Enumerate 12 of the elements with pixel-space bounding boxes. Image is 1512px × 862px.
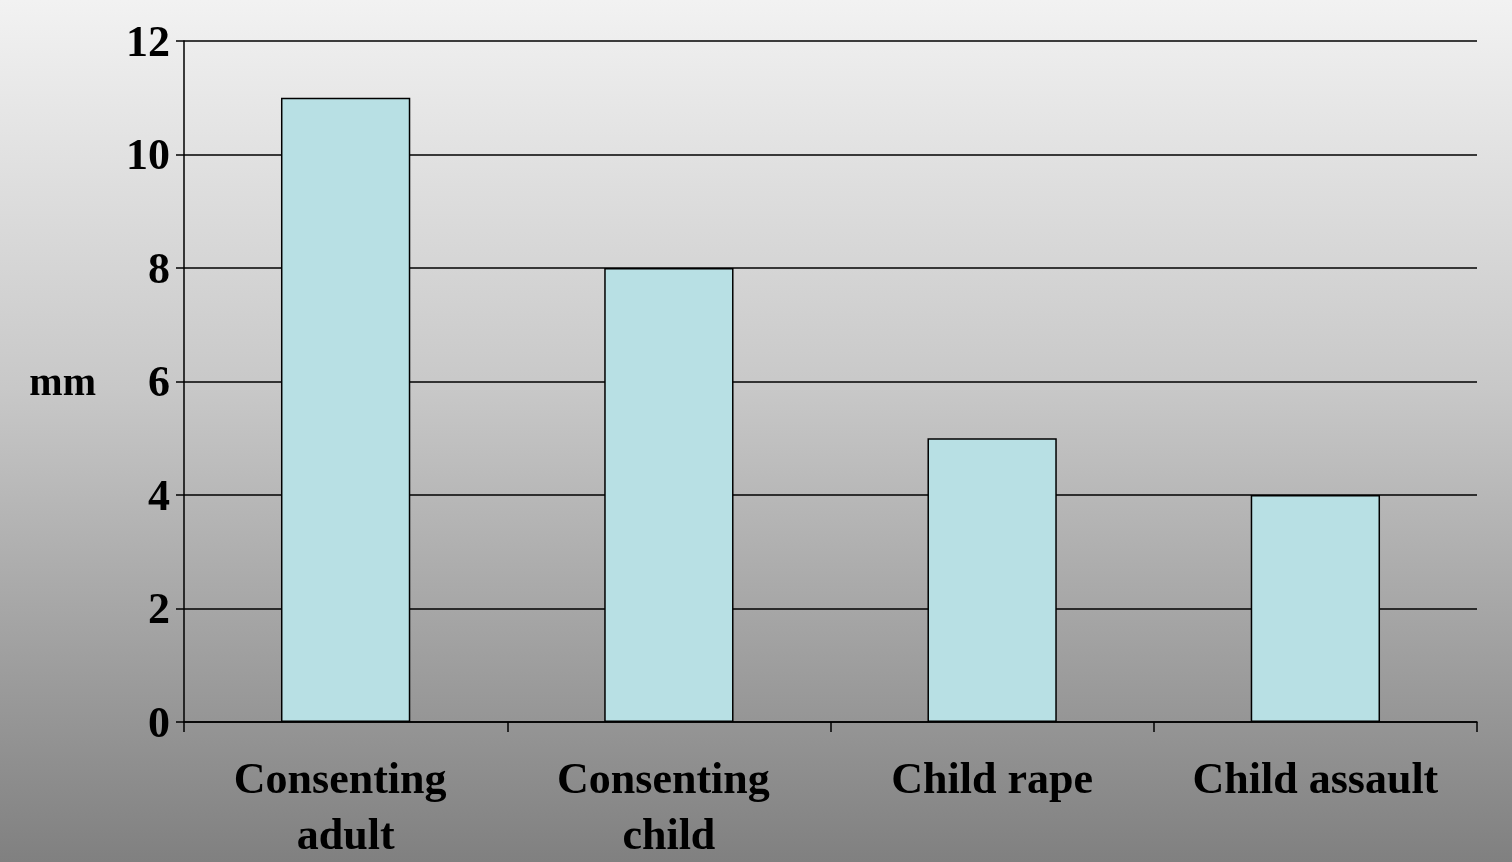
- y-tick-label: 10: [126, 130, 170, 179]
- x-tick-label: Child assault: [1192, 753, 1439, 803]
- x-tick-label: Consenting adult: [233, 753, 458, 859]
- y-tick-label: 8: [148, 243, 170, 293]
- y-tick-label: 12: [126, 16, 170, 66]
- y-tick-label: 0: [148, 697, 170, 747]
- y-tick-label: 4: [148, 470, 170, 520]
- y-tick-label: 6: [148, 357, 170, 406]
- y-tick-label: 2: [148, 584, 170, 633]
- y-axis-title: mm: [29, 359, 96, 404]
- x-tick-label: Consenting child: [557, 753, 781, 859]
- x-tick-label: Child rape: [891, 753, 1093, 803]
